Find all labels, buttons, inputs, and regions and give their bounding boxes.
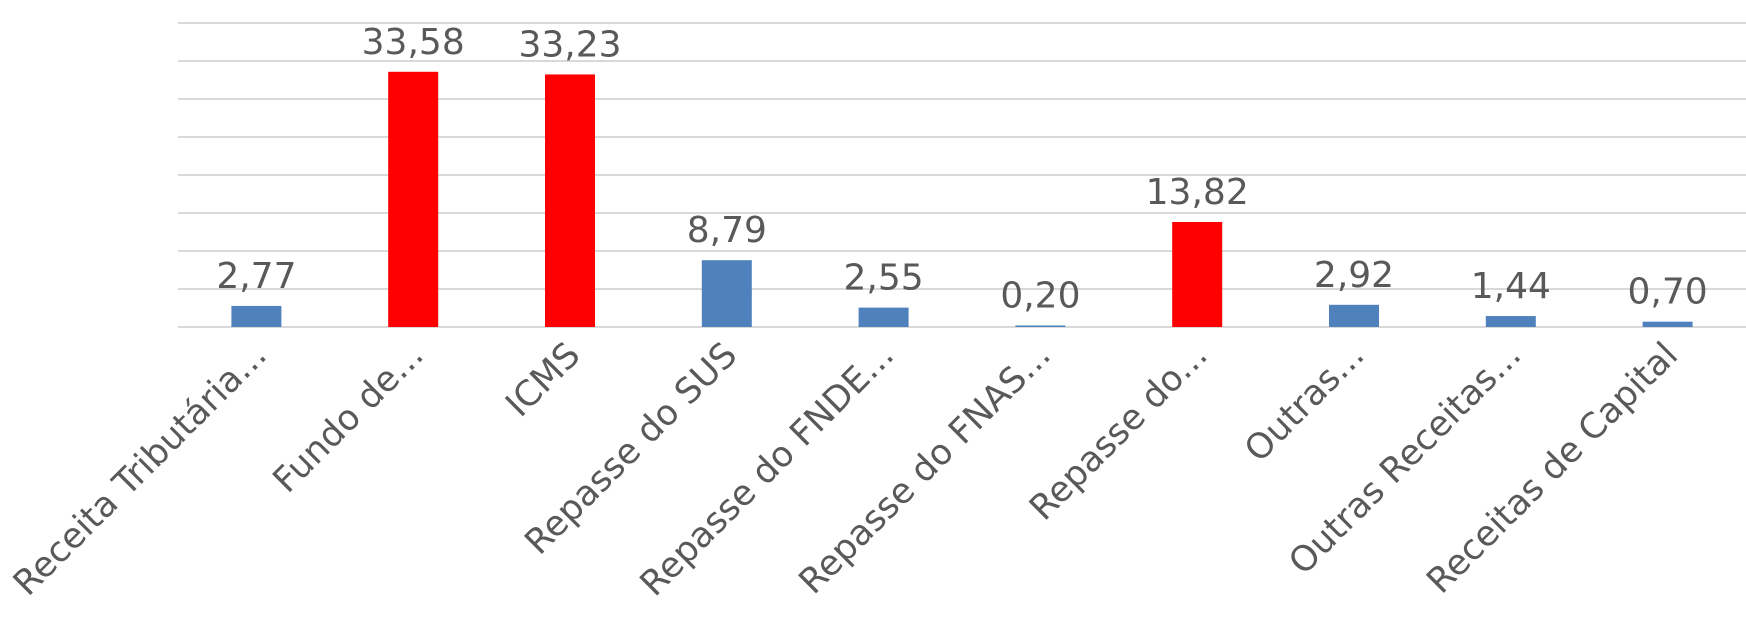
bar	[1485, 316, 1536, 327]
bar	[231, 305, 282, 327]
data-label: 2,92	[1314, 255, 1394, 296]
bar	[545, 74, 595, 328]
bar	[1172, 221, 1223, 327]
bar	[1329, 304, 1379, 327]
x-tick-label: Outras...	[1237, 335, 1372, 470]
data-label: 13,82	[1146, 172, 1249, 213]
x-tick-label: Repasse do FNDE...	[633, 335, 902, 604]
x-tick-label: ICMS	[498, 335, 588, 425]
data-label: 33,58	[362, 22, 465, 63]
x-tick-label: Receita Tributária...	[6, 335, 275, 604]
x-tick-label: Receitas de Capital	[1419, 335, 1686, 602]
data-label: 8,79	[687, 210, 767, 251]
x-tick-label: Repasse do FNAS...	[792, 335, 1059, 602]
bar	[388, 71, 439, 328]
bar	[1015, 325, 1066, 327]
data-label: 0,20	[1000, 275, 1080, 316]
bar	[701, 260, 752, 327]
bar	[1642, 321, 1693, 327]
data-label: 33,23	[518, 24, 621, 65]
x-tick-label: Fundo de...	[266, 335, 432, 501]
data-label: 1,44	[1471, 266, 1551, 307]
data-label: 2,77	[216, 256, 296, 297]
bar	[858, 307, 909, 327]
data-label: 2,55	[844, 258, 924, 299]
data-label: 0,70	[1628, 272, 1708, 313]
